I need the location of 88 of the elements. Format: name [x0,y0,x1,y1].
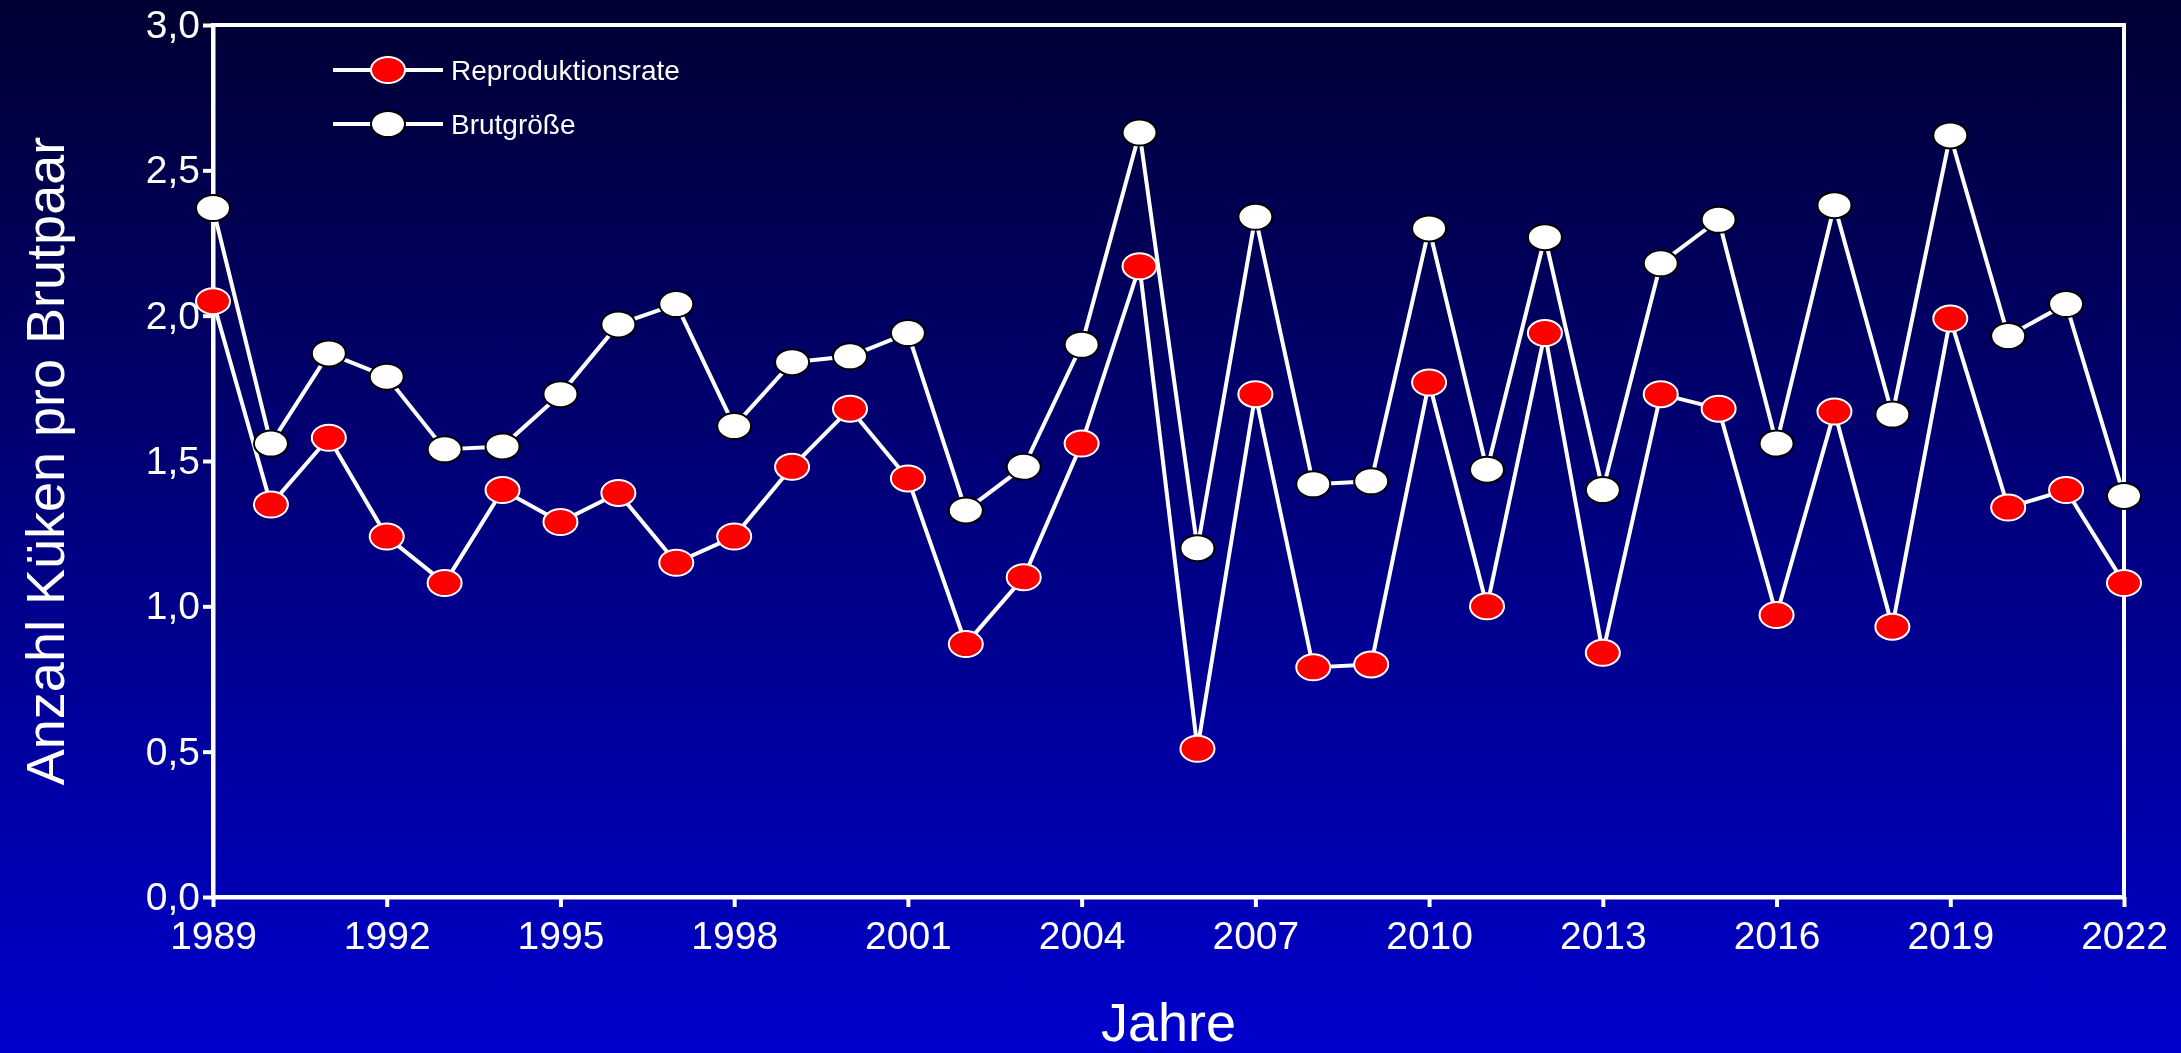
point [1005,563,1042,592]
point [1411,368,1448,397]
point [716,412,753,441]
x-tick-label: 2022 [2081,914,2168,957]
point [2048,290,2085,319]
point [947,630,984,659]
point [484,432,521,461]
point [774,452,811,481]
x-tick-label: 2001 [865,914,952,957]
point [832,342,868,371]
point [716,522,753,551]
point [1353,467,1390,496]
y-tick-label: 2,5 [145,148,200,192]
point [600,478,637,507]
point [1005,452,1042,481]
y-tick-label: 3,0 [145,2,200,46]
point [1584,638,1621,667]
point [947,496,984,525]
point [1063,429,1100,458]
point [1584,476,1621,505]
point [1816,191,1853,220]
legend-label: Brutgröße [451,108,576,140]
point [310,423,347,452]
point [1469,592,1505,621]
point [1932,121,1969,150]
point [1237,380,1274,409]
point [1179,534,1216,563]
point [1758,601,1795,630]
point [658,290,695,319]
point [1121,252,1158,281]
x-tick-label: 1995 [517,914,605,957]
point [1411,214,1448,243]
point [252,490,289,519]
x-tick-label: 2007 [1212,914,1300,957]
point [1642,380,1679,409]
legend-label: Reproduktionsrate [451,54,680,86]
y-tick-label: 1,5 [145,438,200,482]
point [1874,400,1911,429]
point [889,464,926,493]
point [1295,653,1332,682]
point [310,339,347,368]
x-tick-label: 1992 [343,914,431,957]
point [1526,223,1563,252]
point [2106,569,2142,598]
point [1816,397,1853,426]
x-tick-label: 2019 [1907,914,1995,957]
y-tick-label: 0,5 [145,729,200,773]
point [542,380,579,409]
point [1874,612,1911,641]
y-tick-label: 2,0 [145,293,200,337]
point [1353,650,1390,679]
point [774,348,811,377]
x-tick-label: 2016 [1733,914,1821,957]
x-tick-label: 2004 [1038,914,1126,957]
point [1295,470,1332,499]
point [1121,118,1158,147]
point [1179,734,1216,763]
point [484,476,521,505]
point [1758,429,1795,458]
point [832,394,868,423]
point [1932,304,1969,333]
point [1469,455,1505,484]
point [368,362,405,391]
point [252,429,289,458]
point [1526,319,1563,348]
point [1990,322,2027,351]
y-axis-title: Anzahl Küken pro Brutpaar [15,136,75,786]
point [889,319,926,348]
point [1642,249,1679,278]
y-tick-label: 1,0 [145,584,200,628]
point [1700,205,1737,234]
x-tick-label: 1998 [691,914,779,957]
point [658,548,695,577]
point [542,508,579,537]
point [1237,202,1274,231]
point [600,310,637,339]
point [2048,476,2085,505]
x-axis-title: Jahre [1100,992,1237,1052]
x-tick-label: 2013 [1559,914,1647,957]
point [195,194,231,223]
point [1063,330,1100,359]
point [1700,394,1737,423]
point [368,522,405,551]
point [426,435,463,464]
point [1990,493,2027,522]
point [2106,481,2142,510]
x-tick-label: 2010 [1386,914,1473,957]
point [426,569,463,598]
